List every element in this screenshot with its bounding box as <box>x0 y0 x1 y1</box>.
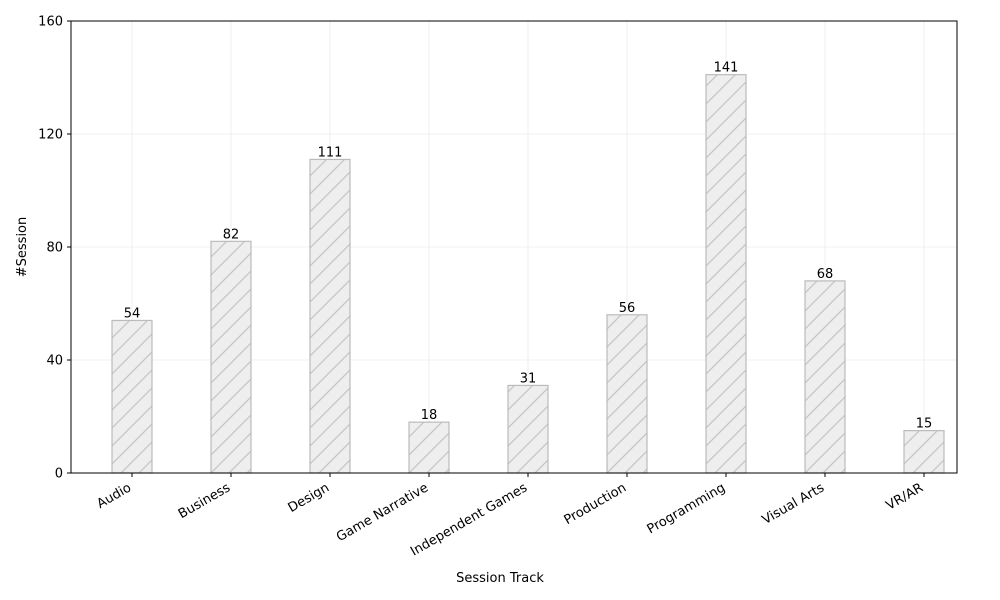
bars <box>111 74 945 474</box>
x-tick-label: Production <box>562 480 629 528</box>
bar-hatch <box>804 280 846 474</box>
x-tick-label: Design <box>286 480 332 515</box>
x-tick-label: Audio <box>94 480 134 511</box>
bar-hatch <box>507 384 549 474</box>
x-tick-label: Visual Arts <box>760 480 827 528</box>
data-labels: 54 82 111 18 31 56 141 68 15 <box>124 61 933 432</box>
y-tick-label: 120 <box>38 128 63 143</box>
x-tick-label: VR/AR <box>884 480 926 513</box>
bar-hatch <box>111 319 153 474</box>
bar-value-label: 31 <box>520 371 537 386</box>
y-axis-title: #Session <box>15 217 30 278</box>
bar-hatch <box>705 74 747 474</box>
bar-value-label: 54 <box>124 306 141 321</box>
x-tick-label: Game Narrative <box>334 480 431 545</box>
x-tick-label: Business <box>176 480 233 522</box>
bar-value-label: 111 <box>318 145 343 160</box>
bar-value-label: 56 <box>619 301 636 316</box>
bar-hatch <box>606 314 648 474</box>
bar-value-label: 15 <box>916 417 933 432</box>
bar-value-label: 141 <box>714 61 739 76</box>
bar-hatch <box>210 240 252 474</box>
x-axis-title: Session Track <box>456 571 544 586</box>
y-tick-label: 160 <box>38 15 63 30</box>
bar-value-label: 18 <box>421 408 438 423</box>
y-tick-label: 80 <box>46 241 63 256</box>
x-tick-label: Programming <box>645 480 728 537</box>
y-tick-label: 0 <box>55 467 63 482</box>
bar-hatch <box>408 421 450 474</box>
bar-hatch <box>903 430 945 474</box>
bar-hatch <box>309 158 351 474</box>
y-tick-label: 40 <box>46 354 63 369</box>
axes: 0 40 80 120 160 Audio Business Design Game Narra… <box>38 15 926 560</box>
bar-value-label: 82 <box>223 227 240 242</box>
bar-value-label: 68 <box>817 267 834 282</box>
